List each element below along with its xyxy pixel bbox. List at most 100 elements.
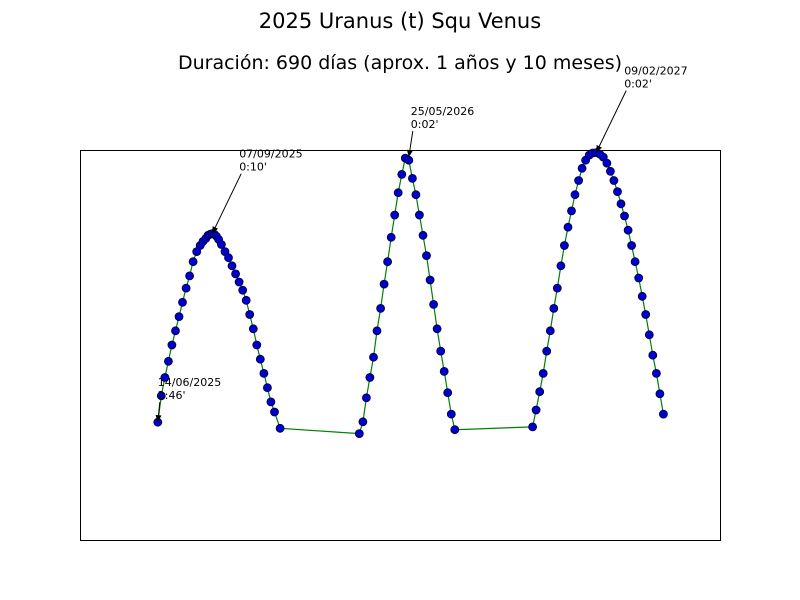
data-point	[602, 158, 612, 168]
data-point	[167, 340, 177, 350]
annotation-value: 0:02'	[624, 78, 652, 91]
data-point	[245, 310, 255, 319]
data-point	[404, 155, 414, 165]
data-point	[659, 409, 668, 419]
data-point	[620, 211, 629, 221]
data-point	[528, 422, 537, 432]
annotation-date: 14/06/2025	[158, 376, 221, 389]
data-point	[429, 299, 439, 309]
data-point	[542, 346, 552, 356]
annotation-value: 2:46'	[158, 389, 186, 402]
annotation-value: 0:02'	[411, 118, 439, 131]
data-point	[623, 225, 633, 235]
data-point	[652, 368, 661, 378]
data-point	[407, 173, 417, 183]
data-point	[545, 326, 555, 336]
data-point	[174, 312, 184, 322]
plot-area	[153, 148, 668, 439]
data-point	[361, 393, 371, 403]
data-point	[436, 346, 446, 356]
annotation-value: 0:10'	[239, 161, 267, 174]
data-point	[549, 303, 559, 313]
data-point	[418, 230, 428, 240]
data-point	[609, 176, 619, 185]
data-point	[259, 368, 269, 378]
annotation-arrow	[595, 90, 627, 153]
annotation-date: 09/02/2027	[624, 65, 687, 78]
annotation-arrowhead	[212, 226, 218, 234]
data-point	[248, 324, 258, 334]
data-point	[181, 283, 191, 293]
data-point	[535, 387, 545, 397]
data-point	[563, 222, 573, 232]
data-point	[531, 405, 541, 415]
data-point	[275, 423, 285, 433]
data-point	[648, 350, 658, 360]
annotation-arrowhead	[155, 414, 162, 423]
data-point	[185, 271, 195, 281]
data-point	[574, 176, 583, 185]
data-point	[634, 273, 644, 283]
data-point	[627, 241, 636, 250]
data-point	[630, 257, 640, 267]
data-point	[227, 261, 237, 271]
data-point	[446, 409, 456, 419]
data-point	[538, 368, 548, 378]
data-point	[358, 417, 368, 427]
data-point	[252, 340, 262, 350]
data-point	[570, 190, 580, 200]
data-point	[354, 429, 364, 439]
data-point	[234, 277, 244, 287]
annotation-arrow	[211, 173, 242, 234]
data-point	[439, 366, 449, 376]
data-point	[556, 261, 566, 271]
data-point	[262, 383, 272, 393]
data-point	[216, 240, 226, 249]
annotation-arrowhead	[406, 149, 413, 158]
data-point	[560, 241, 569, 250]
data-point	[156, 391, 166, 401]
data-point	[443, 388, 453, 398]
data-point	[163, 356, 173, 366]
data-point	[238, 285, 248, 295]
plot-frame	[80, 150, 721, 541]
data-point	[376, 303, 386, 313]
annotation-date: 07/09/2025	[239, 148, 302, 161]
data-point	[422, 251, 431, 261]
data-point	[411, 190, 421, 200]
series-line	[157, 151, 664, 435]
data-point	[450, 425, 460, 435]
data-point	[241, 295, 251, 305]
chart-title: 2025 Uranus (t) Squ Venus	[259, 9, 541, 33]
data-point	[386, 232, 396, 242]
data-point	[369, 352, 378, 362]
data-point	[383, 257, 393, 267]
data-point	[613, 187, 622, 197]
data-point	[393, 188, 403, 198]
data-point	[655, 389, 665, 399]
data-point	[255, 354, 265, 364]
data-point	[372, 326, 382, 336]
data-point	[171, 326, 180, 336]
data-point	[644, 330, 654, 340]
data-point	[390, 210, 400, 220]
data-point	[178, 297, 187, 307]
data-point	[425, 275, 435, 285]
data-point	[414, 210, 424, 220]
data-point	[552, 283, 562, 293]
chart-subtitle: Duración: 690 días (aprox. 1 años y 10 m…	[178, 52, 622, 74]
data-point	[270, 407, 279, 417]
data-point	[160, 373, 170, 382]
data-point	[379, 279, 389, 289]
data-point	[616, 199, 626, 209]
annotation-arrowhead	[596, 145, 602, 153]
data-point	[577, 163, 587, 173]
data-point	[606, 166, 615, 176]
annotation-date: 25/05/2026	[411, 105, 474, 118]
